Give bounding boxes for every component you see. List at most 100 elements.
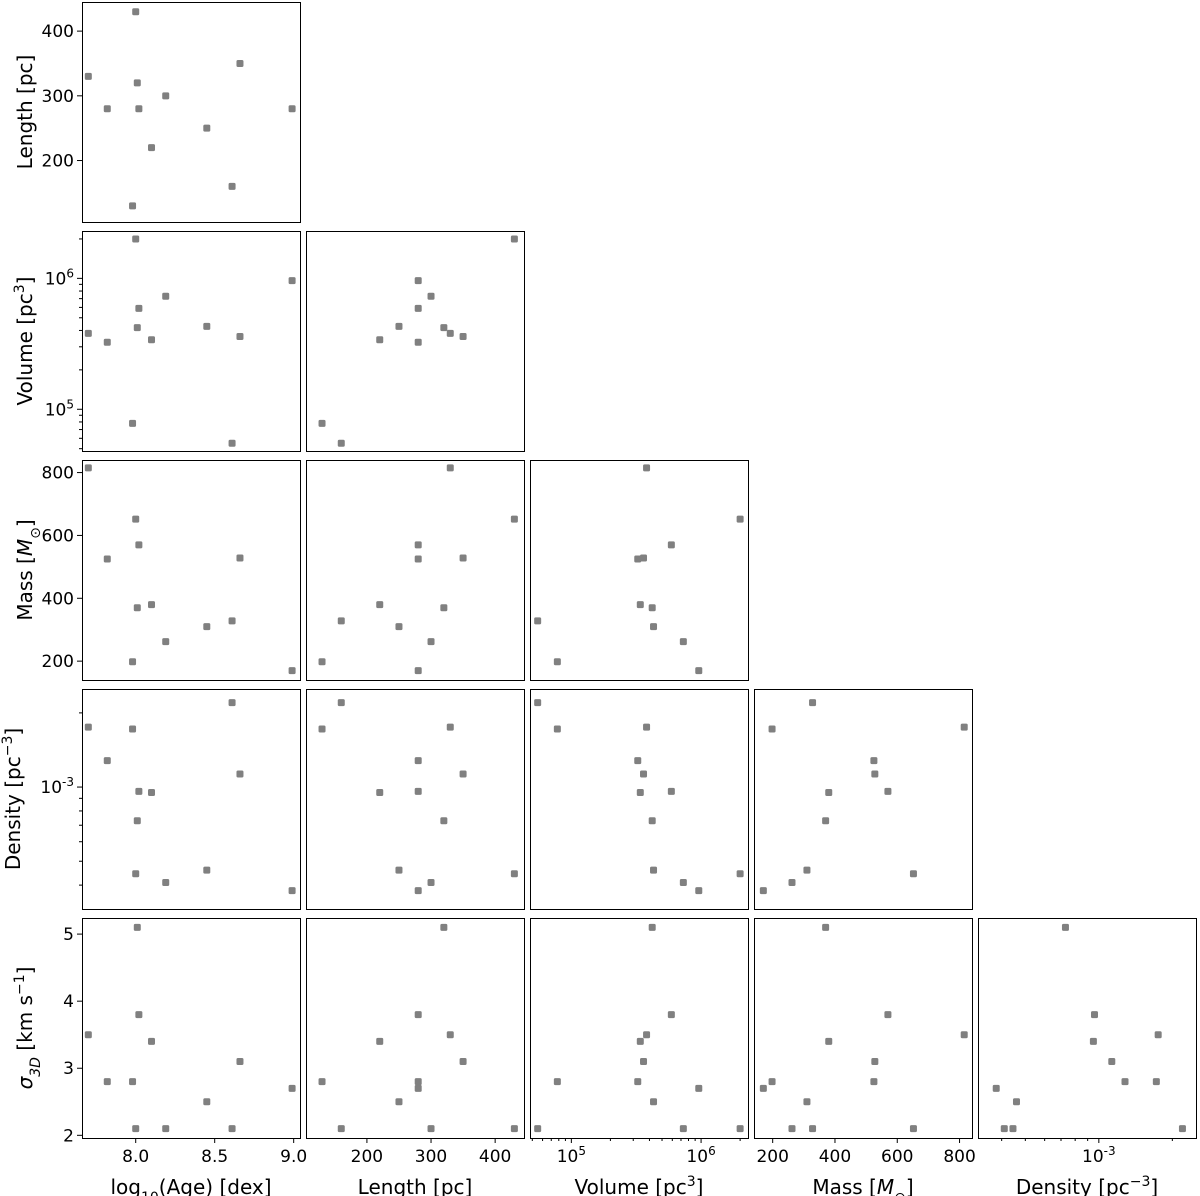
panel-volume-vs-mass: [530, 460, 749, 681]
data-point-7: [376, 601, 384, 609]
data-point-1: [1154, 1031, 1162, 1039]
data-point-4: [132, 515, 140, 523]
data-point-3: [129, 419, 137, 427]
panel-frame: [82, 689, 301, 910]
data-point-1: [446, 1031, 454, 1039]
x-tick-label: 200: [351, 1147, 383, 1167]
panel-frame: [306, 689, 525, 910]
data-point-4: [510, 870, 518, 878]
data-point-7: [148, 1037, 156, 1045]
y-axis-label: Mass [M⊙]: [13, 519, 44, 620]
data-point-11: [640, 770, 648, 778]
panel-age-vs-density: 10-3 Density [pc−3]: [0, 689, 301, 910]
y-tick-label: 200: [42, 652, 74, 672]
data-point-9: [395, 1098, 403, 1106]
data-point-6: [414, 541, 422, 549]
data-point-11: [1108, 1058, 1116, 1066]
data-point-6: [135, 1011, 143, 1019]
panel-mass-vs-sigma: 200 400 600 800 Mass [M⊙]: [754, 918, 976, 1196]
data-point-9: [395, 866, 403, 874]
data-point-6: [414, 1011, 422, 1019]
data-point-8: [427, 292, 435, 300]
data-point-8: [427, 1125, 435, 1133]
data-point-9: [650, 1098, 658, 1106]
data-point-6: [884, 1011, 892, 1019]
data-point-12: [759, 1084, 767, 1092]
data-point-2: [103, 105, 111, 113]
data-point-4: [510, 1125, 518, 1133]
data-point-9: [203, 1098, 211, 1106]
data-point-9: [650, 623, 658, 631]
data-point-3: [318, 1078, 326, 1086]
x-axis-label: Density [pc−3]: [1016, 1174, 1158, 1196]
data-point-7: [148, 336, 156, 344]
data-point-5: [822, 817, 830, 825]
data-point-4: [510, 235, 518, 243]
x-tick-label: 200: [756, 1147, 788, 1167]
data-point-11: [459, 554, 467, 562]
data-point-7: [148, 601, 156, 609]
x-tick-label: 800: [943, 1147, 975, 1167]
data-point-8: [679, 1125, 687, 1133]
data-point-2: [103, 555, 111, 563]
data-point-10: [534, 617, 542, 625]
data-point-5: [1061, 923, 1069, 931]
data-point-6: [135, 304, 143, 312]
x-tick-label: 9.0: [280, 1147, 307, 1167]
data-point-10: [228, 182, 236, 190]
data-point-5: [440, 604, 448, 612]
y-tick-label: 3: [63, 1059, 74, 1079]
data-point-2: [634, 757, 642, 765]
data-point-3: [129, 658, 137, 666]
data-point-5: [440, 923, 448, 931]
data-point-9: [203, 124, 211, 132]
data-point-6: [135, 105, 143, 113]
panel-density-vs-sigma: 10-3 Density [pc−3]: [978, 918, 1197, 1196]
data-point-10: [809, 1125, 817, 1133]
panel-frame: [82, 918, 301, 1139]
panel-frame: [306, 460, 525, 681]
data-point-8: [679, 638, 687, 646]
data-point-5: [440, 817, 448, 825]
data-point-12: [288, 667, 296, 675]
data-point-1: [446, 464, 454, 472]
panel-mass-vs-density: [754, 689, 973, 910]
data-point-2: [414, 1078, 422, 1086]
data-point-2: [870, 757, 878, 765]
data-point-3: [318, 419, 326, 427]
data-point-3: [318, 725, 326, 733]
data-point-5: [648, 817, 656, 825]
data-point-1: [960, 1031, 968, 1039]
panel-frame: [82, 231, 301, 452]
data-point-4: [736, 870, 744, 878]
data-point-7: [376, 789, 384, 797]
data-point-6: [1091, 1011, 1099, 1019]
panel-age-vs-mass: 200 400 600 800 Mass [M⊙]: [13, 460, 301, 681]
data-point-3: [768, 1078, 776, 1086]
data-point-7: [148, 144, 156, 152]
data-point-12: [288, 105, 296, 113]
data-point-10: [809, 699, 817, 707]
data-point-3: [553, 725, 561, 733]
data-point-4: [510, 515, 518, 523]
data-point-10: [337, 439, 345, 447]
data-point-4: [132, 8, 140, 16]
data-point-2: [1121, 1078, 1129, 1086]
data-point-4: [1009, 1125, 1017, 1133]
data-point-7: [376, 1037, 384, 1045]
data-point-8: [162, 878, 170, 886]
data-point-11: [236, 554, 244, 562]
data-point-10: [534, 699, 542, 707]
data-point-12: [288, 1084, 296, 1092]
data-point-3: [1152, 1078, 1160, 1086]
data-point-8: [427, 878, 435, 886]
data-point-6: [135, 541, 143, 549]
y-tick-label: 200: [42, 152, 74, 172]
data-point-5: [648, 923, 656, 931]
data-point-11: [236, 770, 244, 778]
data-point-2: [103, 1078, 111, 1086]
data-point-3: [129, 1078, 137, 1086]
x-tick-label: 400: [819, 1147, 851, 1167]
data-point-10: [228, 617, 236, 625]
